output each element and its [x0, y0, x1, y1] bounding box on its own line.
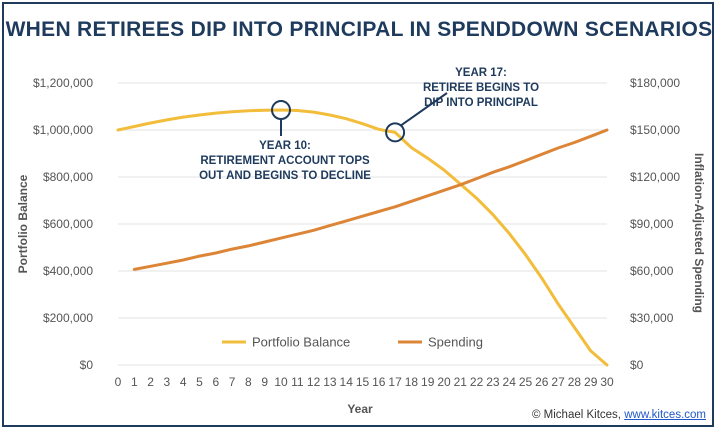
series-line-portfolio-balance — [116, 108, 609, 367]
y-axis-title-right: Inflation-Adjusted Spending — [692, 153, 706, 313]
x-tick-label: 5 — [196, 375, 203, 389]
x-tick-label: 18 — [405, 375, 419, 389]
x-tick-label: 0 — [115, 375, 122, 389]
x-tick-label: 22 — [470, 375, 484, 389]
credit-text: © Michael Kitces, www.kitces.com — [532, 409, 706, 421]
legend-label: Portfolio Balance — [252, 335, 350, 350]
x-tick-label: 16 — [372, 375, 386, 389]
x-tick-label: 26 — [535, 375, 549, 389]
annotation-marker-year-17 — [385, 122, 406, 143]
annotation-leader-year-17 — [400, 92, 448, 127]
y-tick-label-right: $30,000 — [630, 311, 674, 325]
x-tick-label: 27 — [551, 375, 565, 389]
y-tick-label-left: $600,000 — [43, 217, 93, 231]
x-tick-label: 9 — [261, 375, 268, 389]
x-tick-label: 14 — [340, 375, 354, 389]
y-axis-title-left: Portfolio Balance — [16, 174, 30, 273]
x-tick-label: 8 — [245, 375, 252, 389]
x-tick-label: 30 — [600, 375, 614, 389]
x-tick-label: 17 — [388, 375, 402, 389]
annotation-text-year-17: YEAR 17: — [455, 67, 507, 79]
x-tick-label: 6 — [212, 375, 219, 389]
y-tick-label-left: $800,000 — [43, 170, 93, 184]
y-tick-label-left: $0 — [80, 358, 94, 372]
x-tick-label: 21 — [454, 375, 468, 389]
annotation-text-year-10: YEAR 10: — [259, 140, 311, 152]
annotation-text-year-10: OUT AND BEGINS TO DECLINE — [199, 170, 371, 182]
x-tick-label: 2 — [147, 375, 154, 389]
y-tick-label-left: $400,000 — [43, 264, 93, 278]
y-tick-label-left: $1,000,000 — [33, 123, 93, 137]
x-tick-label: 12 — [307, 375, 321, 389]
y-tick-label-left: $1,200,000 — [33, 76, 93, 90]
x-tick-label: 10 — [274, 375, 288, 389]
x-tick-label: 25 — [519, 375, 533, 389]
x-tick-label: 4 — [180, 375, 187, 389]
x-tick-label: 20 — [437, 375, 451, 389]
y-tick-label-right: $60,000 — [630, 264, 674, 278]
y-tick-label-right: $90,000 — [630, 217, 674, 231]
credit-prefix: © Michael Kitces, — [532, 409, 625, 421]
x-tick-label: 11 — [291, 375, 304, 389]
annotation-text-year-17: RETIREE BEGINS TO — [423, 82, 539, 94]
annotation-text-year-10: RETIREMENT ACCOUNT TOPS — [200, 155, 370, 167]
y-tick-label-left: $200,000 — [43, 311, 93, 325]
x-axis-title: Year — [347, 402, 373, 416]
annotation-text-year-17: DIP INTO PRINCIPAL — [424, 97, 538, 109]
series-line-spending — [132, 128, 609, 271]
y-tick-label-right: $150,000 — [630, 123, 680, 137]
x-tick-label: 28 — [568, 375, 582, 389]
x-tick-label: 23 — [486, 375, 500, 389]
legend-label: Spending — [428, 335, 483, 350]
x-tick-label: 19 — [421, 375, 435, 389]
x-tick-label: 24 — [503, 375, 517, 389]
y-tick-label-right: $180,000 — [630, 76, 680, 90]
x-tick-label: 1 — [131, 375, 138, 389]
x-tick-label: 15 — [356, 375, 370, 389]
chart-title: WHEN RETIREES DIP INTO PRINCIPAL IN SPEN… — [5, 18, 713, 41]
x-tick-label: 3 — [164, 375, 171, 389]
x-tick-label: 7 — [229, 375, 236, 389]
credit-link[interactable]: www.kitces.com — [624, 409, 706, 421]
y-tick-label-right: $120,000 — [630, 170, 680, 184]
x-tick-label: 13 — [323, 375, 337, 389]
x-tick-label: 29 — [584, 375, 598, 389]
y-tick-label-right: $0 — [630, 358, 644, 372]
